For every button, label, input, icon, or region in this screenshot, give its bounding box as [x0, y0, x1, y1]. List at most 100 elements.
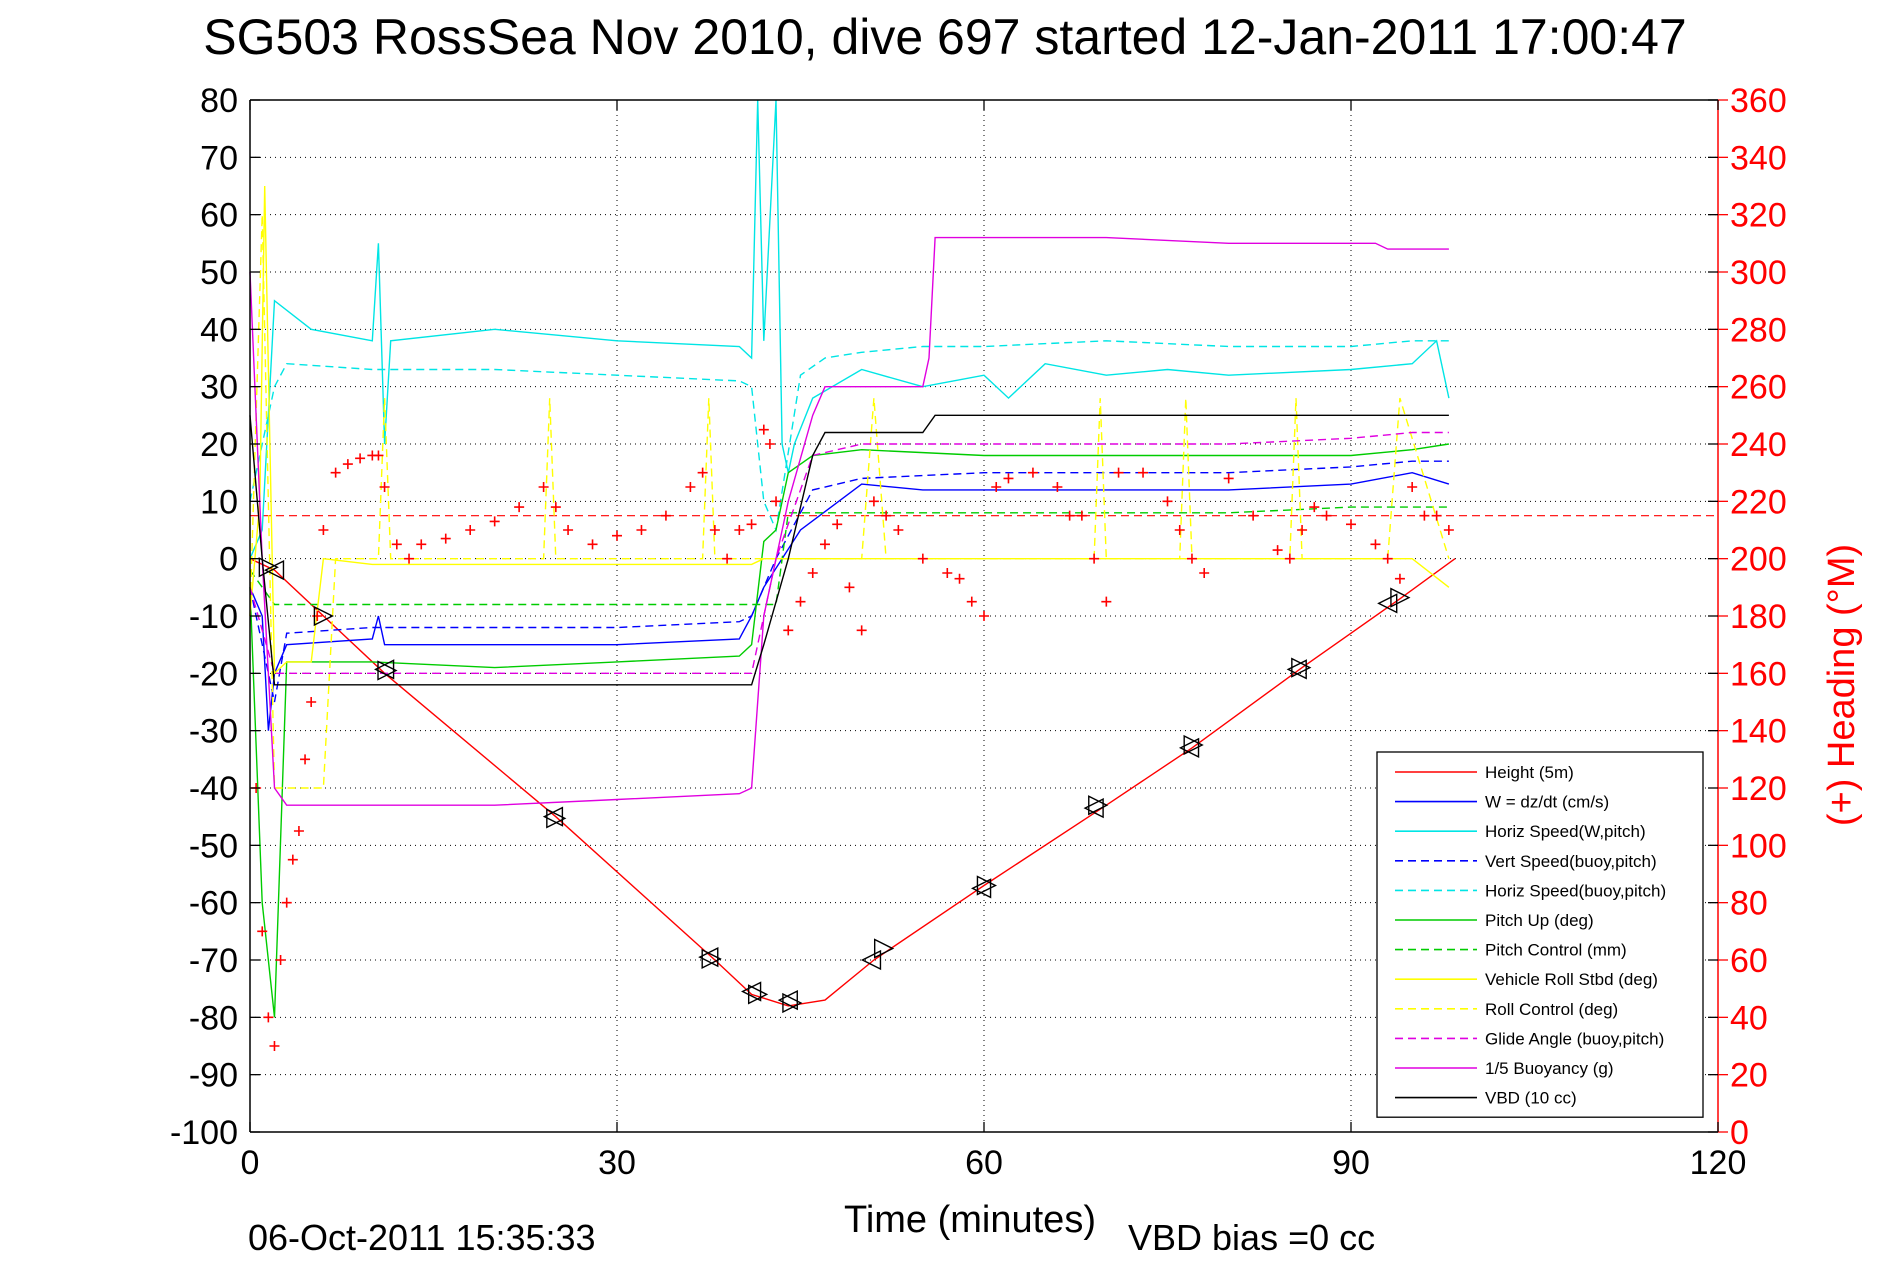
turn-marker [1178, 737, 1200, 758]
heading-point [489, 516, 500, 527]
heading-point [514, 502, 525, 513]
turn-marker [313, 605, 334, 627]
heading-point [942, 568, 953, 578]
right-tick-label: 240 [1730, 426, 1787, 464]
y-tick-label: -100 [170, 1114, 238, 1152]
right-tick-label: 100 [1730, 827, 1787, 865]
heading-point [685, 482, 696, 492]
heading-point [746, 519, 757, 530]
heading-point [1113, 467, 1124, 478]
heading-point [1162, 496, 1173, 507]
turn-marker [777, 990, 798, 1011]
turn-marker [873, 938, 895, 959]
right-tick-label: 60 [1730, 942, 1768, 980]
right-tick-label: 340 [1730, 139, 1787, 177]
y-tick-label: -70 [189, 942, 238, 980]
series-line-4 [249, 340, 1449, 533]
y-tick-label: -30 [189, 713, 238, 751]
heading-point [550, 502, 561, 513]
heading-point [795, 596, 806, 607]
heading-point [709, 525, 720, 535]
heading-point [758, 424, 769, 435]
heading-point [306, 697, 317, 707]
heading-point [856, 625, 867, 636]
heading-point [1370, 539, 1381, 550]
heading-point [1443, 525, 1454, 535]
heading-point [416, 539, 427, 550]
heading-point [783, 625, 794, 636]
heading-point [1003, 473, 1014, 484]
heading-point [979, 611, 989, 621]
x-tick-label: 30 [598, 1144, 636, 1182]
y-tick-label: -60 [189, 885, 238, 923]
legend-entry: Vert Speed(buoy,pitch) [1485, 852, 1657, 871]
heading-point [764, 439, 775, 449]
turn-marker [263, 560, 285, 581]
series-line-1 [249, 471, 1450, 731]
series-layer [249, 99, 1718, 1051]
heading-point [293, 826, 304, 836]
legend: Height (5m) W = dz/dt (cm/s) Horiz Speed(W… [1376, 751, 1704, 1118]
legend-box [1376, 751, 1704, 1118]
heading-point [355, 453, 366, 464]
heading-point [287, 854, 298, 865]
turn-marker [1390, 587, 1411, 608]
y-tick-label: 40 [200, 311, 238, 349]
heading-point [612, 530, 622, 541]
heading-point [1346, 519, 1356, 530]
right-tick-label: 260 [1730, 369, 1787, 407]
heading-point [1431, 510, 1442, 521]
y-tick-label: 0 [219, 541, 238, 579]
axes: 80706050403020100-10-20-30-40-50-60-70-8… [170, 82, 1787, 1182]
heading-point [318, 525, 329, 535]
legend-entry: Height (5m) [1485, 763, 1574, 782]
heading-point [1186, 553, 1197, 564]
heading-point [281, 897, 292, 908]
turn-marker [782, 992, 803, 1014]
heading-point [954, 573, 965, 584]
heading-point [342, 459, 353, 470]
heading-point [636, 525, 647, 535]
heading-point [587, 539, 598, 550]
heading-point [1248, 510, 1259, 521]
heading-point [300, 754, 311, 765]
heading-point [844, 582, 855, 593]
right-tick-label: 160 [1730, 655, 1787, 693]
heading-point [1027, 467, 1038, 478]
y-tick-label: 80 [200, 82, 238, 120]
x-tick-label: 0 [241, 1144, 260, 1182]
legend-entry: VBD (10 cc) [1485, 1089, 1577, 1108]
turn-marker [976, 875, 998, 896]
heading-point [379, 482, 390, 492]
heading-point [832, 519, 843, 530]
heading-point [1321, 510, 1332, 521]
turn-marker [377, 660, 398, 681]
heading-point [1272, 545, 1283, 556]
legend-entry: Horiz Speed(buoy,pitch) [1485, 881, 1666, 900]
legend-entry: Glide Angle (buoy,pitch) [1485, 1029, 1664, 1048]
legend-entry: Pitch Up (deg) [1485, 911, 1594, 930]
right-tick-label: 40 [1730, 999, 1768, 1037]
heading-point [269, 1041, 280, 1051]
right-tick-label: 200 [1730, 541, 1787, 579]
right-tick-label: 320 [1730, 197, 1787, 235]
heading-point [1419, 510, 1430, 521]
heading-point [893, 525, 904, 535]
heading-point [1297, 525, 1308, 535]
heading-point [697, 467, 708, 478]
heading-point [660, 510, 671, 521]
x-tick-label: 60 [965, 1144, 1003, 1182]
series-line-2 [249, 99, 1450, 559]
right-tick-label: 20 [1730, 1057, 1768, 1095]
heading-point [465, 525, 476, 535]
heading-point [373, 450, 384, 461]
heading-point [404, 553, 415, 564]
y-tick-label: -50 [189, 827, 238, 865]
heading-point [263, 1012, 274, 1023]
legend-entry: Roll Control (deg) [1485, 1000, 1618, 1019]
heading-point [330, 467, 341, 478]
heading-point [1076, 510, 1087, 521]
heading-point [991, 482, 1002, 492]
heading-point [807, 568, 818, 578]
